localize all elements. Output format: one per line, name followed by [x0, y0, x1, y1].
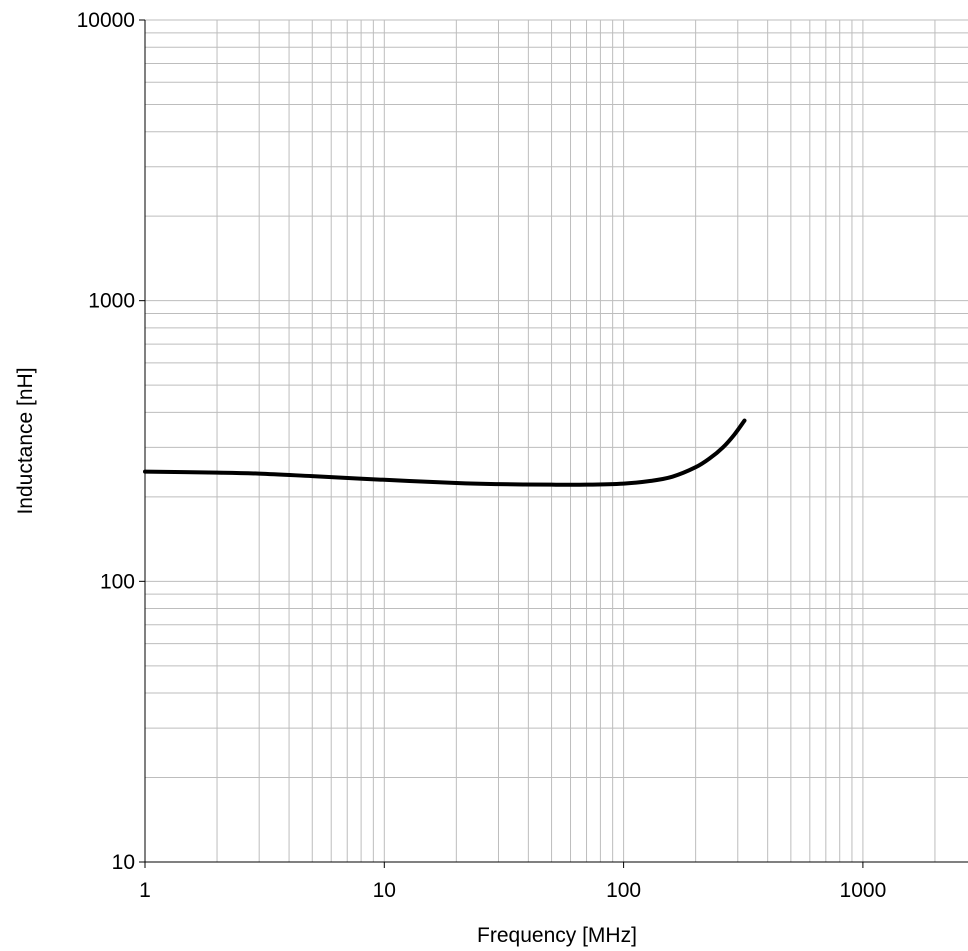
y-tick-label: 10000	[77, 9, 135, 32]
x-tick-label: 1	[139, 879, 151, 902]
x-axis-title: Frequency [MHz]	[477, 924, 637, 947]
inductance-series-line	[143, 418, 747, 487]
series	[143, 418, 747, 487]
y-axis-title: Inductance [nH]	[14, 367, 37, 514]
y-tick-label: 10	[112, 851, 135, 874]
x-tick-label: 1000	[840, 879, 887, 902]
x-tick-label: 100	[606, 879, 641, 902]
x-tick-label: 10	[373, 879, 396, 902]
y-tick-label: 1000	[88, 290, 135, 313]
y-tick-label: 100	[100, 570, 135, 593]
axes	[139, 19, 968, 868]
grid	[145, 19, 968, 862]
